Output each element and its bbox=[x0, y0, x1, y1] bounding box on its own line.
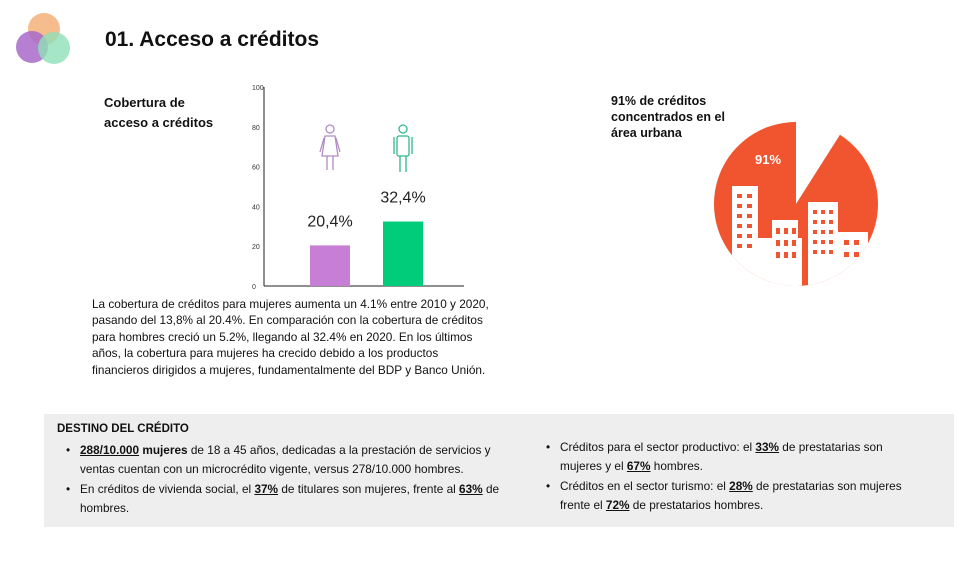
female-person-icon bbox=[319, 124, 341, 170]
coverage-label: Cobertura de acceso a créditos bbox=[104, 95, 214, 130]
y-tick-label: 80 bbox=[252, 125, 260, 132]
percent-value: 37% bbox=[254, 482, 279, 496]
list-item-text: de hombres. bbox=[80, 482, 500, 515]
women-label: mujeres bbox=[139, 443, 188, 457]
list-item: Créditos para el sector productivo: el 3… bbox=[538, 438, 918, 476]
y-tick-label: 60 bbox=[252, 165, 260, 172]
list-item-text: Créditos para el sector productivo: el bbox=[560, 440, 756, 454]
percent-value: 72% bbox=[605, 498, 630, 512]
y-tick-label: 20 bbox=[252, 244, 260, 251]
list-item-text: Créditos en el sector turismo: el bbox=[560, 479, 730, 493]
bar-0 bbox=[310, 245, 350, 286]
percent-value: 67% bbox=[626, 459, 651, 473]
coverage-description: La cobertura de créditos para mujeres au… bbox=[92, 297, 489, 377]
bar-1 bbox=[383, 221, 423, 286]
women-count: 288/10.000 bbox=[80, 443, 140, 457]
page-title: 01. Acceso a créditos bbox=[105, 28, 319, 51]
destination-list-left: 288/10.000 mujeres de 18 a 45 años, dedi… bbox=[58, 441, 513, 519]
credit-destination-title: DESTINO DEL CRÉDITO bbox=[57, 423, 189, 435]
list-item: Créditos en el sector turismo: el 28% de… bbox=[538, 477, 918, 515]
urban-label: 91% de créditos concentrados en el área … bbox=[611, 94, 725, 140]
urban-pie-chart: 91% bbox=[713, 121, 878, 286]
list-item: En créditos de vivienda social, el 37% d… bbox=[58, 480, 513, 518]
y-tick-label: 0 bbox=[252, 284, 256, 291]
percent-value: 63% bbox=[459, 482, 483, 496]
list-item-text: de prestatarias son mujeres frente el bbox=[560, 479, 902, 512]
y-tick-label: 40 bbox=[252, 204, 260, 211]
list-item-text: En créditos de vivienda social, el bbox=[80, 482, 255, 496]
male-person-icon bbox=[393, 124, 413, 172]
percent-value: 28% bbox=[729, 479, 753, 493]
coverage-bar-chart: 0 20 40 60 80 100 20,4% 32,4% bbox=[252, 85, 464, 291]
list-item: 288/10.000 mujeres de 18 a 45 años, dedi… bbox=[58, 441, 513, 479]
destination-list-right: Créditos para el sector productivo: el 3… bbox=[538, 438, 918, 516]
list-item-text: de 18 a 45 años, dedicadas a la prestaci… bbox=[80, 443, 491, 476]
list-item-text: de titulares son mujeres, frente al bbox=[278, 482, 460, 496]
percent-value: 33% bbox=[755, 440, 780, 454]
list-item-text: de prestatarias son mujeres y el bbox=[560, 440, 883, 473]
list-item-text: hombres. bbox=[650, 459, 703, 473]
data-label: 20,4% bbox=[307, 213, 352, 230]
credit-destination-panel: DESTINO DEL CRÉDITO 288/10.000 mujeres d… bbox=[44, 414, 954, 527]
logo-circles-icon bbox=[16, 13, 70, 64]
y-tick-label: 100 bbox=[252, 85, 264, 92]
list-item-text: de prestatarios hombres. bbox=[629, 498, 764, 512]
data-label: 32,4% bbox=[380, 190, 425, 207]
pie-value-label: 91% bbox=[755, 152, 781, 167]
